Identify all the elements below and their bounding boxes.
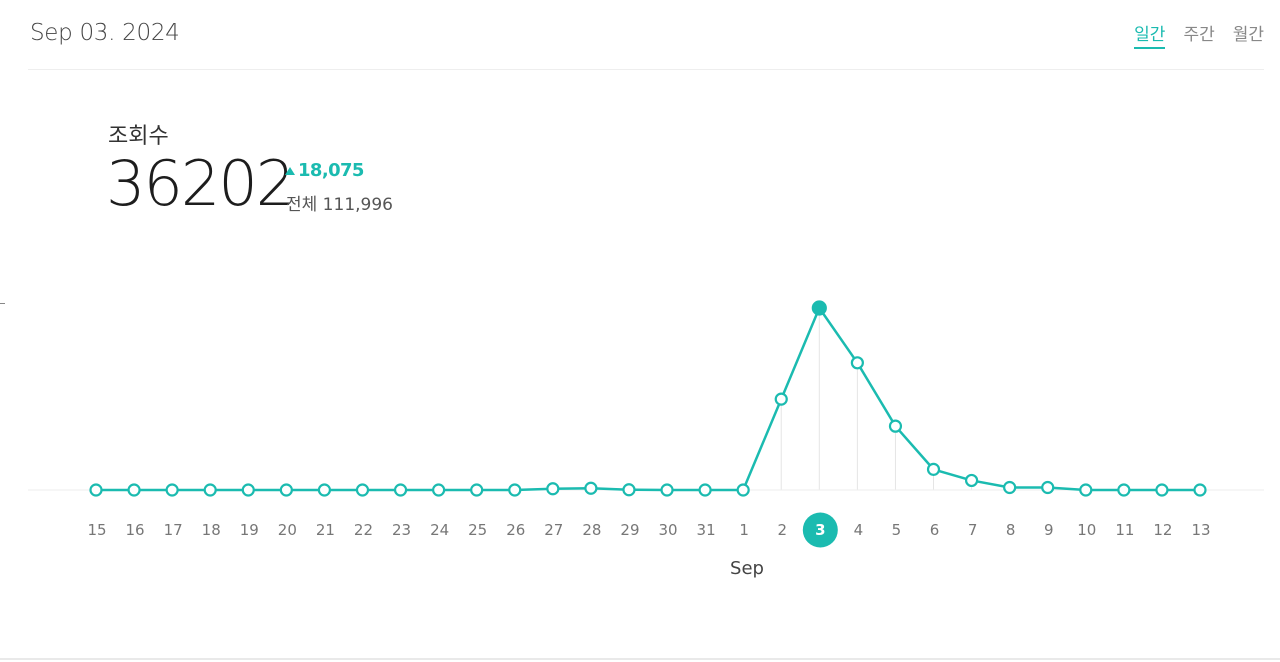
data-point[interactable] bbox=[622, 483, 636, 497]
x-tick-labels: 15 16 17 18 19 20 21 22 23 24 25 26 27 28 29 30 31 1 2 3 4 5 6… bbox=[87, 512, 1211, 548]
data-point[interactable] bbox=[355, 483, 370, 497]
data-point[interactable] bbox=[241, 483, 255, 497]
bottom-divider bbox=[0, 658, 1280, 660]
stat-delta-value: 18,075 bbox=[298, 160, 364, 181]
data-point[interactable] bbox=[165, 483, 179, 497]
data-point[interactable] bbox=[888, 419, 903, 433]
x-tick-label[interactable]: 18 bbox=[202, 521, 221, 539]
x-tick-label[interactable]: 21 bbox=[316, 521, 335, 539]
x-tick-label[interactable]: 4 bbox=[854, 521, 864, 539]
data-point[interactable] bbox=[1079, 483, 1093, 497]
x-tick-label[interactable]: 28 bbox=[582, 521, 601, 539]
x-tick-label[interactable]: 2 bbox=[777, 521, 787, 539]
x-tick-label[interactable]: 1 bbox=[739, 521, 749, 539]
data-point[interactable] bbox=[546, 482, 560, 496]
y-axis-tick bbox=[0, 303, 5, 304]
data-point[interactable] bbox=[1193, 483, 1207, 497]
x-tick-label[interactable]: 10 bbox=[1077, 521, 1096, 539]
tab-weekly[interactable]: 주간 bbox=[1183, 25, 1215, 45]
data-point[interactable] bbox=[127, 483, 141, 497]
data-point[interactable] bbox=[279, 483, 293, 497]
header-divider bbox=[28, 69, 1264, 70]
x-tick-label[interactable]: 15 bbox=[87, 521, 106, 539]
data-point-selected[interactable] bbox=[811, 300, 827, 316]
x-tick-label[interactable]: 30 bbox=[658, 521, 677, 539]
data-point[interactable] bbox=[698, 483, 712, 497]
data-point[interactable] bbox=[660, 483, 674, 497]
x-tick-label[interactable]: 16 bbox=[126, 521, 145, 539]
x-tick-label[interactable]: 23 bbox=[392, 521, 411, 539]
series-line bbox=[96, 306, 1200, 492]
data-point[interactable] bbox=[317, 483, 332, 497]
data-point[interactable] bbox=[432, 483, 446, 497]
data-point[interactable] bbox=[1003, 480, 1017, 495]
data-point[interactable] bbox=[470, 483, 484, 497]
stat-delta: 18,075 bbox=[285, 160, 364, 181]
x-tick-label[interactable]: 27 bbox=[544, 521, 563, 539]
x-tick-label[interactable]: 7 bbox=[968, 521, 978, 539]
selected-day-highlight bbox=[802, 512, 838, 548]
x-axis-label: Sep bbox=[730, 558, 764, 579]
guide-lines bbox=[780, 308, 973, 490]
x-tick-label[interactable]: 29 bbox=[620, 521, 639, 539]
data-point[interactable] bbox=[89, 483, 103, 497]
x-tick-label[interactable]: 24 bbox=[430, 521, 449, 539]
data-point[interactable] bbox=[508, 483, 522, 497]
x-tick-label[interactable]: 31 bbox=[697, 521, 716, 539]
data-point[interactable] bbox=[774, 392, 788, 406]
tab-daily[interactable]: 일간 bbox=[1134, 20, 1166, 49]
x-tick-label[interactable]: 9 bbox=[1044, 521, 1054, 539]
data-point[interactable] bbox=[736, 483, 750, 497]
x-tick-label[interactable]: 19 bbox=[240, 521, 259, 539]
tab-monthly[interactable]: 월간 bbox=[1232, 25, 1264, 45]
x-tick-label[interactable]: 25 bbox=[468, 521, 487, 539]
data-points bbox=[89, 300, 1207, 497]
data-point[interactable] bbox=[1117, 483, 1131, 497]
x-tick-label[interactable]: 8 bbox=[1006, 521, 1016, 539]
data-point[interactable] bbox=[584, 481, 598, 495]
period-tabs: 일간 주간 월간 bbox=[1134, 20, 1264, 49]
up-arrow-icon bbox=[285, 166, 295, 175]
stat-label: 조회수 bbox=[108, 124, 169, 149]
header: Sep 03. 2024 일간 주간 월간 bbox=[0, 0, 1280, 70]
data-point[interactable] bbox=[1155, 483, 1169, 497]
x-tick-label[interactable]: 13 bbox=[1191, 521, 1210, 539]
x-tick-label[interactable]: 20 bbox=[278, 521, 297, 539]
stat-total: 전체 111,996 bbox=[286, 195, 393, 215]
data-point[interactable] bbox=[964, 473, 979, 488]
data-point[interactable] bbox=[1041, 480, 1055, 495]
data-point[interactable] bbox=[203, 483, 217, 497]
selected-date: Sep 03. 2024 bbox=[30, 20, 180, 46]
x-tick-label-selected[interactable]: 3 bbox=[815, 521, 825, 539]
stat-value: 36202 bbox=[106, 147, 295, 220]
x-tick-label[interactable]: 12 bbox=[1153, 521, 1172, 539]
x-tick-label[interactable]: 26 bbox=[506, 521, 525, 539]
data-point[interactable] bbox=[393, 483, 408, 497]
x-tick-label[interactable]: 6 bbox=[930, 521, 940, 539]
x-tick-label[interactable]: 17 bbox=[164, 521, 183, 539]
x-tick-label[interactable]: 11 bbox=[1115, 521, 1134, 539]
x-tick-label[interactable]: 5 bbox=[892, 521, 902, 539]
data-point[interactable] bbox=[926, 462, 941, 476]
x-tick-label[interactable]: 22 bbox=[354, 521, 373, 539]
data-point[interactable] bbox=[850, 356, 864, 370]
